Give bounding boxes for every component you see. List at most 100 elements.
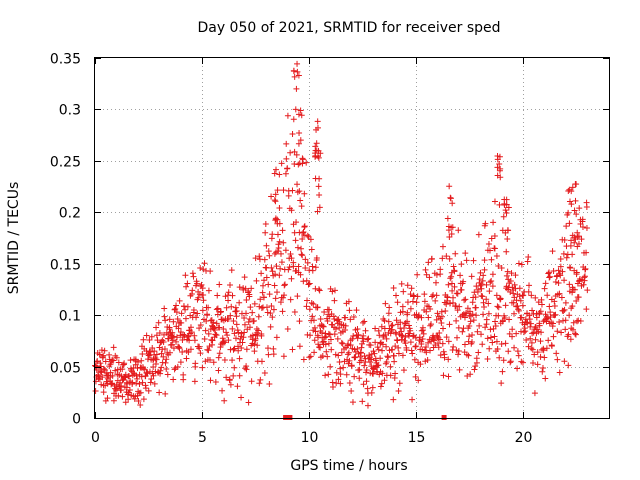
data-point — [572, 331, 579, 338]
data-point — [106, 351, 113, 358]
data-point — [153, 324, 160, 331]
data-point — [306, 354, 313, 361]
data-point — [100, 365, 107, 372]
data-point — [188, 329, 195, 336]
data-point — [276, 171, 283, 178]
data-point — [143, 332, 150, 339]
data-point — [496, 354, 503, 361]
data-point — [445, 338, 452, 345]
data-point — [579, 223, 586, 230]
data-point — [258, 270, 265, 277]
data-point — [284, 326, 291, 333]
data-point — [515, 306, 522, 313]
data-point — [310, 317, 317, 324]
data-point — [389, 346, 396, 353]
data-point — [223, 329, 230, 336]
data-point — [142, 385, 149, 392]
data-point — [287, 149, 294, 156]
data-point — [446, 255, 453, 262]
data-point — [213, 320, 220, 327]
data-point — [528, 292, 535, 299]
data-point — [351, 373, 358, 380]
data-point — [424, 356, 431, 363]
data-point — [504, 235, 511, 242]
data-point — [241, 274, 248, 281]
data-point — [221, 397, 228, 404]
y-tick-label: 0.25 — [50, 155, 81, 171]
data-point — [399, 332, 406, 339]
data-point — [309, 313, 316, 320]
data-point — [295, 140, 302, 147]
data-point — [303, 277, 310, 284]
data-point — [421, 298, 428, 305]
data-point — [432, 297, 439, 304]
data-point — [491, 233, 498, 240]
data-point — [346, 307, 353, 314]
data-point — [168, 341, 175, 348]
data-point — [125, 396, 132, 403]
data-point — [448, 280, 455, 287]
data-point — [307, 332, 314, 339]
data-point — [260, 294, 267, 301]
data-point — [509, 326, 516, 333]
data-point — [524, 319, 531, 326]
data-point — [133, 380, 140, 387]
data-point — [555, 267, 562, 274]
data-point — [305, 281, 312, 288]
data-point — [260, 282, 267, 289]
data-point — [283, 140, 290, 147]
data-point — [484, 355, 491, 362]
data-point — [581, 273, 588, 280]
data-point — [453, 347, 460, 354]
data-point — [515, 352, 522, 359]
data-point — [494, 303, 501, 310]
data-point — [186, 337, 193, 344]
data-point — [276, 205, 283, 212]
data-point — [294, 181, 301, 188]
data-point — [554, 328, 561, 335]
data-point — [439, 255, 446, 262]
data-point — [461, 314, 468, 321]
data-point — [197, 350, 204, 357]
data-point — [247, 304, 254, 311]
data-point — [210, 359, 217, 366]
data-point — [450, 343, 457, 350]
data-point — [515, 260, 522, 267]
data-point — [384, 353, 391, 360]
data-point — [571, 239, 578, 246]
data-point — [466, 308, 473, 315]
data-point — [288, 255, 295, 262]
data-point — [446, 300, 453, 307]
data-point — [477, 282, 484, 289]
data-point — [311, 349, 318, 356]
data-point — [314, 118, 321, 125]
data-point — [445, 373, 452, 380]
y-tick-label: 0 — [72, 412, 81, 428]
data-point — [412, 343, 419, 350]
data-point — [410, 333, 417, 340]
data-point — [261, 256, 268, 263]
data-point — [300, 356, 307, 363]
data-point — [451, 267, 458, 274]
data-point — [536, 322, 543, 329]
data-point — [390, 352, 397, 359]
data-point — [462, 296, 469, 303]
data-point — [531, 390, 538, 397]
data-point — [367, 342, 374, 349]
data-point — [497, 174, 504, 181]
data-point — [230, 372, 237, 379]
data-point — [565, 209, 572, 216]
data-point — [487, 334, 494, 341]
data-point — [566, 186, 573, 193]
data-point — [251, 348, 258, 355]
data-point — [466, 333, 473, 340]
data-point — [486, 288, 493, 295]
data-point — [483, 316, 490, 323]
data-point — [496, 167, 503, 174]
data-point — [110, 397, 117, 404]
data-point — [303, 159, 310, 166]
data-point — [487, 247, 494, 254]
y-axis-label: SRMTID / TECUs — [6, 182, 22, 295]
data-point — [442, 308, 449, 315]
data-point — [339, 340, 346, 347]
